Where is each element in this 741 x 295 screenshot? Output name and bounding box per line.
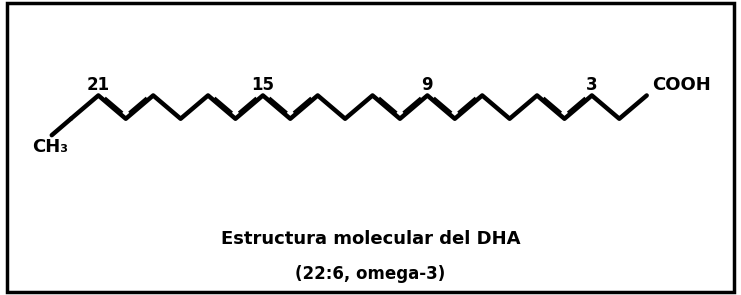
Text: 9: 9 (422, 76, 433, 94)
Text: (22:6, omega-3): (22:6, omega-3) (296, 265, 445, 283)
Text: 3: 3 (586, 76, 598, 94)
Text: Estructura molecular del DHA: Estructura molecular del DHA (221, 230, 520, 248)
Text: COOH: COOH (651, 76, 711, 94)
Text: 21: 21 (87, 76, 110, 94)
Text: CH₃: CH₃ (33, 138, 68, 156)
Text: 15: 15 (251, 76, 274, 94)
